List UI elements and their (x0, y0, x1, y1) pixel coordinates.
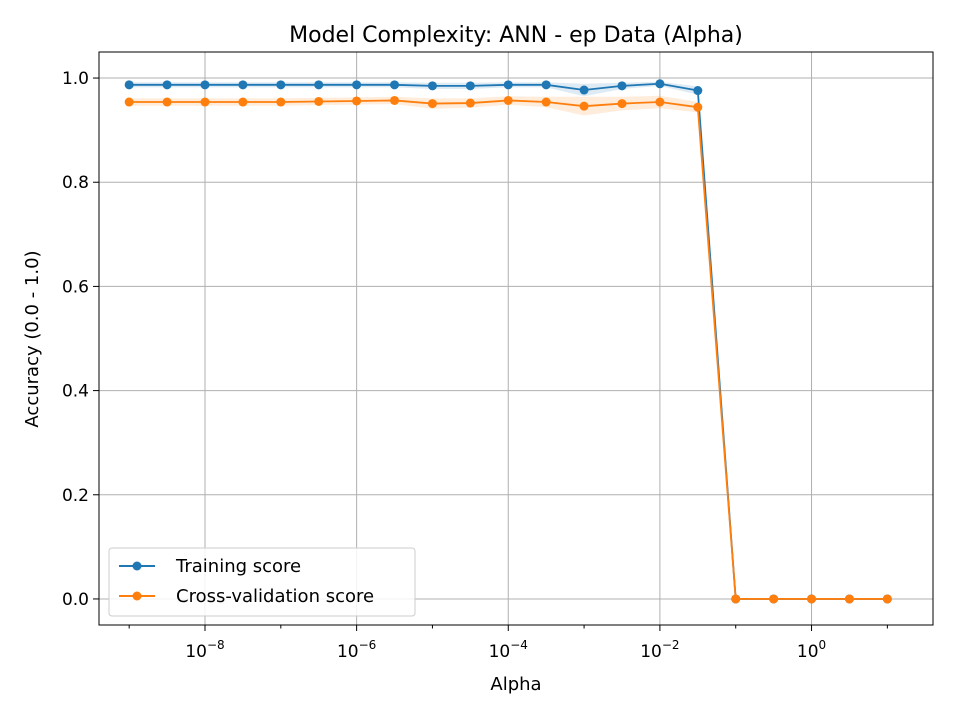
legend: Training score Cross-validation score (108, 547, 416, 617)
y-tick-label: 0.4 (62, 382, 89, 402)
point-training (238, 80, 248, 90)
series-lines (124, 79, 892, 604)
x-tick-label: 10−4 (489, 638, 528, 662)
point-cv (124, 97, 134, 107)
point-cv (352, 96, 362, 106)
y-tick-label: 0.6 (62, 277, 89, 297)
point-training (655, 79, 665, 89)
legend-marker-training (132, 561, 142, 571)
plot-frame (98, 51, 934, 626)
point-cv (390, 95, 400, 105)
y-tick-label: 0.8 (62, 173, 89, 193)
point-training (693, 86, 703, 96)
point-training (162, 80, 172, 90)
point-cv (693, 102, 703, 112)
legend-label-training: Training score (175, 556, 301, 577)
legend-box (108, 547, 416, 617)
point-training (541, 80, 551, 90)
point-cv (882, 594, 892, 604)
point-training (503, 80, 513, 90)
point-training (276, 80, 286, 90)
axis-ticks: 0.0 0.2 0.4 0.6 0.8 1.0 10−8 10−6 10−4 10−2 100 (62, 69, 888, 662)
point-training (390, 80, 400, 90)
point-training (427, 81, 437, 91)
y-tick-label: 1.0 (62, 69, 89, 89)
point-cv (655, 97, 665, 107)
point-cv (731, 594, 741, 604)
point-cv (465, 98, 475, 108)
point-cv (844, 594, 854, 604)
point-training (124, 80, 134, 90)
point-cv (314, 96, 324, 106)
point-cv (541, 97, 551, 107)
point-cv (807, 594, 817, 604)
x-tick-label: 100 (797, 638, 826, 662)
chart-title: Model Complexity: ANN - ep Data (Alpha) (289, 23, 743, 48)
point-cv (427, 99, 437, 109)
y-tick-label: 0.0 (62, 590, 89, 610)
point-cv (276, 97, 286, 107)
point-training (314, 80, 324, 90)
point-cv (617, 99, 627, 109)
x-tick-label: 10−6 (337, 638, 376, 662)
point-training (617, 81, 627, 91)
x-tick-label: 10−2 (640, 638, 679, 662)
x-tick-label: 10−8 (185, 638, 224, 662)
point-training (200, 80, 210, 90)
y-axis-label: Accuracy (0.0 - 1.0) (22, 250, 43, 427)
point-cv (238, 97, 248, 107)
point-cv (162, 97, 172, 107)
y-tick-label: 0.2 (62, 486, 89, 506)
legend-marker-cv (132, 591, 142, 601)
point-cv (200, 97, 210, 107)
legend-label-cv: Cross-validation score (176, 586, 374, 607)
point-cv (769, 594, 779, 604)
grid (99, 52, 933, 625)
point-cv (579, 101, 589, 111)
point-cv (503, 95, 513, 105)
x-axis-label: Alpha (490, 674, 541, 695)
point-training (579, 85, 589, 95)
point-training (352, 80, 362, 90)
point-training (465, 81, 475, 91)
